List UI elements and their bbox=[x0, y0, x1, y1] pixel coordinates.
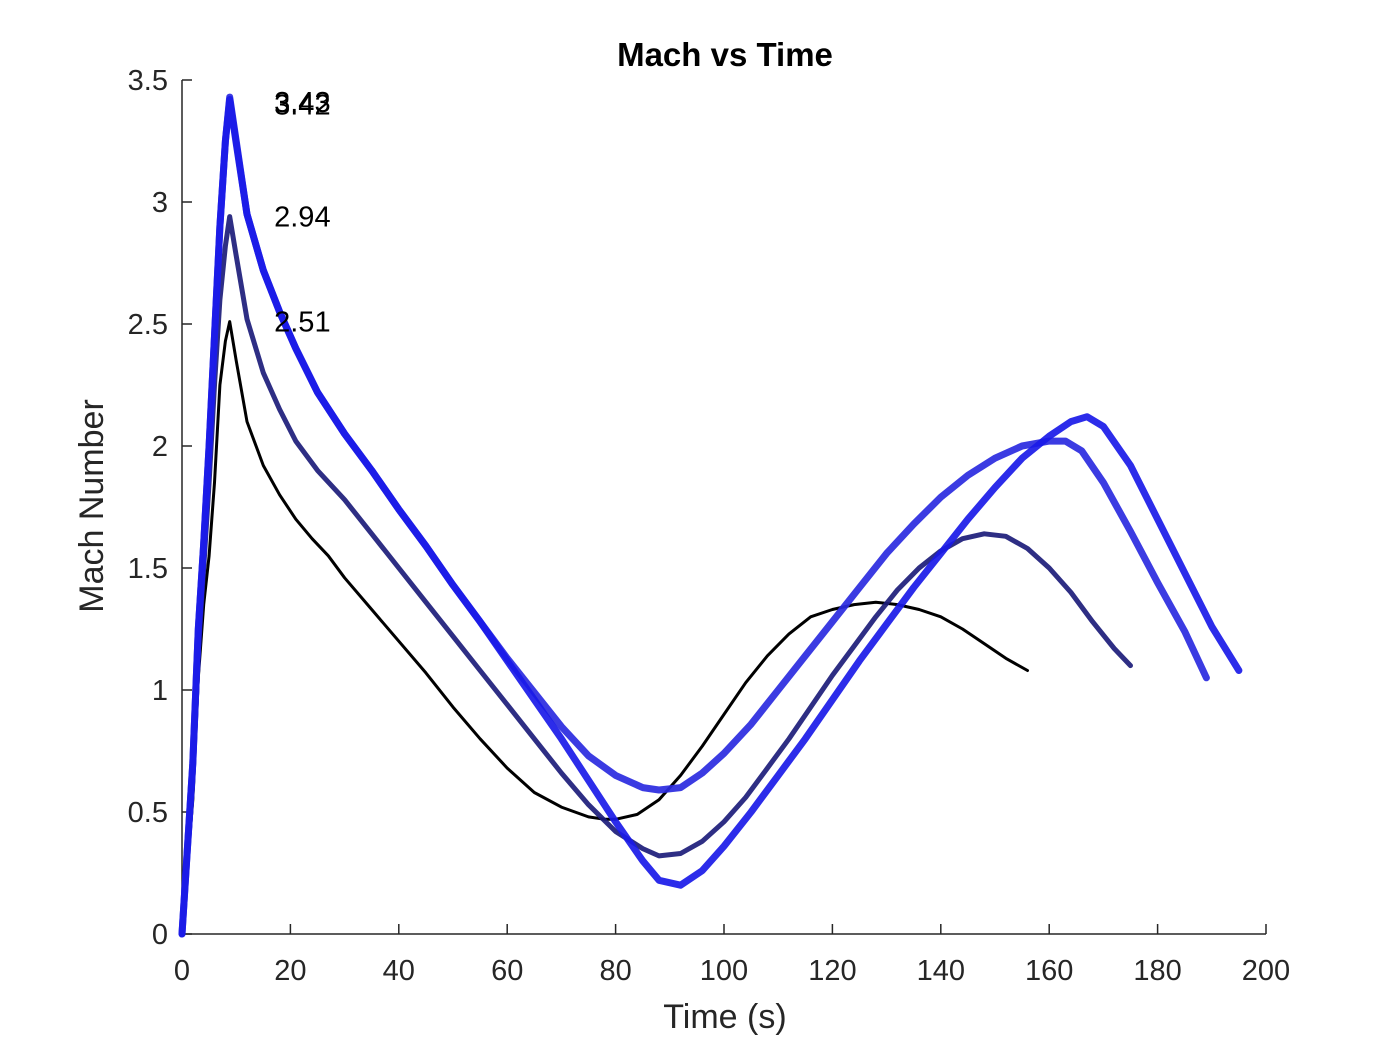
axes: 0 20 40 60 80 100 120 140 160 180 200 0 0.5 1 1.5 2 2.5 3… bbox=[128, 65, 1291, 987]
peak-value-label: 2.51 bbox=[274, 307, 330, 339]
x-axis-label: Time (s) bbox=[663, 998, 786, 1036]
x-tick-label: 0 bbox=[174, 955, 190, 987]
series-line-2 bbox=[179, 214, 1133, 937]
y-tick-label: 0 bbox=[152, 919, 168, 951]
x-tick-label: 140 bbox=[917, 955, 965, 987]
y-tick-label: 3 bbox=[152, 187, 168, 219]
y-tick-label: 2 bbox=[152, 431, 168, 463]
series-line-3 bbox=[178, 93, 1210, 938]
peak-value-label: 3.42 bbox=[274, 89, 330, 121]
x-tick-label: 200 bbox=[1242, 955, 1290, 987]
y-tick-label: 3.5 bbox=[128, 65, 168, 97]
data-series bbox=[178, 93, 1243, 938]
x-tick-label: 180 bbox=[1133, 955, 1181, 987]
x-tick-label: 60 bbox=[491, 955, 523, 987]
x-tick-label: 120 bbox=[808, 955, 856, 987]
series-line-1 bbox=[180, 320, 1029, 936]
series-line-4 bbox=[178, 96, 1243, 938]
y-tick-label: 1.5 bbox=[128, 553, 168, 585]
x-tick-label: 160 bbox=[1025, 955, 1073, 987]
peak-value-label: 3.43 bbox=[274, 87, 330, 119]
peak-value-label: 2.94 bbox=[274, 202, 330, 234]
x-tick-label: 40 bbox=[383, 955, 415, 987]
peak-annotations: 3.433.42 2.94 2.51 bbox=[274, 87, 330, 339]
y-tick-label: 1 bbox=[152, 675, 168, 707]
x-tick-label: 20 bbox=[274, 955, 306, 987]
chart-title: Mach vs Time bbox=[617, 36, 833, 73]
y-tick-label: 2.5 bbox=[128, 309, 168, 341]
x-tick-label: 100 bbox=[700, 955, 748, 987]
x-tick-label: 80 bbox=[599, 955, 631, 987]
y-tick-label: 0.5 bbox=[128, 797, 168, 829]
y-axis-label: Mach Number bbox=[73, 399, 111, 613]
